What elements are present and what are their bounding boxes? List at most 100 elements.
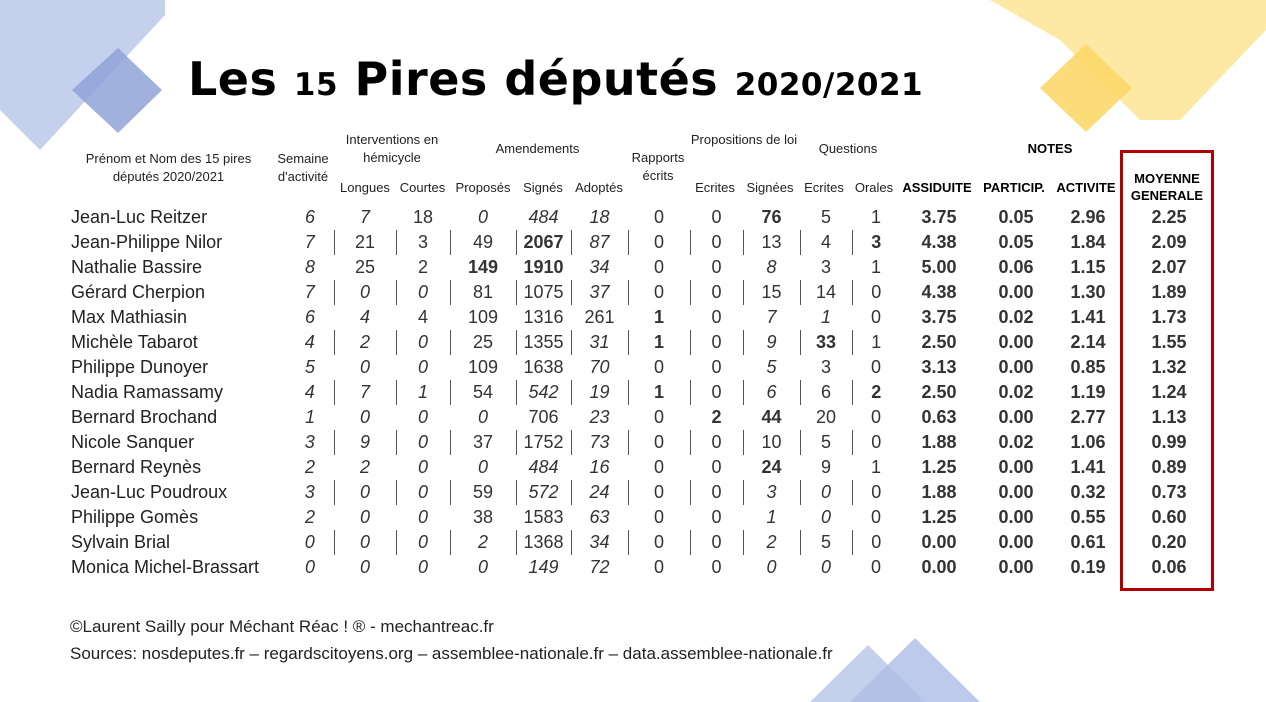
header-adoptes: Adoptés (575, 180, 623, 195)
cell-signes: 2067 (515, 230, 571, 255)
cell-moyenne: 2.25 (1151, 207, 1187, 227)
cell-signes: 1583 (523, 507, 564, 527)
cell-signes: 1638 (523, 357, 564, 377)
cell-rapports: 0 (653, 357, 664, 377)
cell-q-ecrites: 14 (799, 280, 852, 305)
cell-particip: 0.02 (998, 432, 1034, 452)
cell-signes: 706 (528, 407, 559, 427)
cell-adoptes: 18 (589, 207, 610, 227)
cell-semaine: 3 (304, 482, 315, 502)
deputy-name: Bernard Reynès (71, 457, 202, 477)
cell-prop-signees: 5 (766, 357, 777, 377)
header-semaine: Semaine d'activité (277, 151, 329, 184)
deputy-name: Nicole Sanquer (71, 432, 195, 452)
deputy-name: Michèle Tabarot (71, 332, 198, 352)
cell-moyenne: 1.24 (1151, 382, 1187, 402)
cell-courtes: 0 (417, 357, 428, 377)
header-name: Prénom et Nom des 15 pires députés 2020/… (85, 151, 252, 184)
cell-prop-ecrites: 0 (689, 480, 743, 505)
cell-longues: 25 (354, 257, 376, 277)
cell-assiduite: 1.88 (921, 432, 957, 452)
deputy-name: Jean-Luc Poudroux (71, 482, 228, 502)
table-row: Philippe Dunoyer 5 0 0 109 1638 70 0 0 5 3 0 3.13 0.0… (60, 355, 1216, 380)
cell-semaine: 6 (304, 207, 315, 227)
cell-semaine: 1 (304, 407, 315, 427)
cell-longues: 21 (333, 230, 396, 255)
cell-activite: 0.32 (1070, 482, 1106, 502)
cell-adoptes: 34 (589, 257, 610, 277)
table-row: Monica Michel-Brassart 0 0 0 0 149 72 0 0 0 0 0 0.00… (60, 555, 1216, 580)
deputy-name: Bernard Brochand (71, 407, 218, 427)
cell-rapports: 1 (653, 307, 664, 327)
cell-particip: 0.00 (998, 557, 1034, 577)
cell-assiduite: 3.75 (921, 207, 957, 227)
cell-moyenne: 1.13 (1151, 407, 1187, 427)
cell-longues: 0 (359, 507, 370, 527)
header-activite: ACTIVITE (1056, 180, 1116, 195)
header-prop-signees: Signées (746, 180, 794, 195)
cell-prop-ecrites: 0 (711, 307, 722, 327)
deputy-name: Nadia Ramassamy (71, 382, 224, 402)
cell-adoptes: 16 (589, 457, 610, 477)
cell-prop-ecrites: 0 (689, 330, 743, 355)
header-prop-ecrites: Ecrites (695, 180, 735, 195)
cell-prop-ecrites: 0 (711, 257, 722, 277)
cell-assiduite: 1.25 (921, 507, 957, 527)
cell-q-orales: 3 (851, 230, 900, 255)
header-questions: Questions (818, 141, 878, 156)
cell-semaine: 2 (304, 507, 315, 527)
cell-courtes: 2 (417, 257, 428, 277)
cell-signes: 484 (528, 457, 559, 477)
header-notes: NOTES (1027, 141, 1073, 156)
cell-signes: 1368 (515, 530, 571, 555)
table-row: Bernard Reynès 2 2 0 0 484 16 0 0 24 9 1 1.25 0.00 1.4… (60, 455, 1216, 480)
cell-assiduite: 2.50 (921, 382, 957, 402)
deputy-name: Max Mathiasin (71, 307, 188, 327)
table-row: Nadia Ramassamy 4 7 1 54 542 19 1 0 6 6 2 2.50 0.02 1.… (60, 380, 1216, 405)
cell-prop-ecrites: 0 (711, 207, 722, 227)
cell-assiduite: 3.13 (921, 357, 957, 377)
table-row: Max Mathiasin 6 4 4 109 1316 261 1 0 7 1 0 3.75 0.02 1… (60, 305, 1216, 330)
cell-proposes: 37 (449, 430, 516, 455)
cell-prop-signees: 10 (742, 430, 800, 455)
cell-q-orales: 0 (851, 430, 900, 455)
deputy-name: Gérard Cherpion (71, 282, 206, 302)
header-propositions: Propositions de loi (690, 132, 798, 147)
cell-assiduite: 2.50 (921, 332, 957, 352)
cell-q-ecrites: 5 (799, 430, 852, 455)
cell-q-orales: 0 (870, 557, 881, 577)
cell-courtes: 0 (417, 457, 428, 477)
blue-diamond-large (0, 0, 165, 150)
cell-proposes: 25 (449, 330, 516, 355)
cell-semaine: 8 (304, 257, 315, 277)
cell-adoptes: 24 (570, 480, 628, 505)
cell-assiduite: 0.63 (921, 407, 957, 427)
cell-adoptes: 87 (570, 230, 628, 255)
cell-courtes: 0 (395, 280, 450, 305)
cell-courtes: 0 (417, 557, 428, 577)
deputy-name: Nathalie Bassire (71, 257, 203, 277)
cell-q-orales: 0 (851, 480, 900, 505)
header-q-orales: Orales (854, 180, 894, 195)
cell-assiduite: 0.00 (921, 557, 957, 577)
cell-q-ecrites: 0 (820, 557, 831, 577)
cell-moyenne: 2.09 (1151, 232, 1187, 252)
cell-activite: 0.19 (1070, 557, 1106, 577)
cell-courtes: 4 (417, 307, 428, 327)
cell-moyenne: 1.89 (1151, 282, 1187, 302)
cell-particip: 0.02 (998, 307, 1034, 327)
cell-rapports: 0 (653, 257, 664, 277)
cell-rapports: 0 (627, 530, 690, 555)
cell-q-ecrites: 0 (799, 480, 852, 505)
cell-q-orales: 0 (870, 407, 881, 427)
cell-adoptes: 19 (570, 380, 628, 405)
cell-signes: 484 (528, 207, 559, 227)
deputy-name: Philippe Gomès (71, 507, 199, 527)
cell-particip: 0.06 (998, 257, 1034, 277)
table-row: Jean-Luc Poudroux 3 0 0 59 572 24 0 0 3 0 0 1.88 0.00… (60, 480, 1216, 505)
cell-courtes: 0 (395, 530, 450, 555)
cell-prop-ecrites: 0 (689, 430, 743, 455)
cell-proposes: 59 (449, 480, 516, 505)
cell-activite: 2.96 (1070, 207, 1106, 227)
cell-proposes: 109 (467, 357, 499, 377)
